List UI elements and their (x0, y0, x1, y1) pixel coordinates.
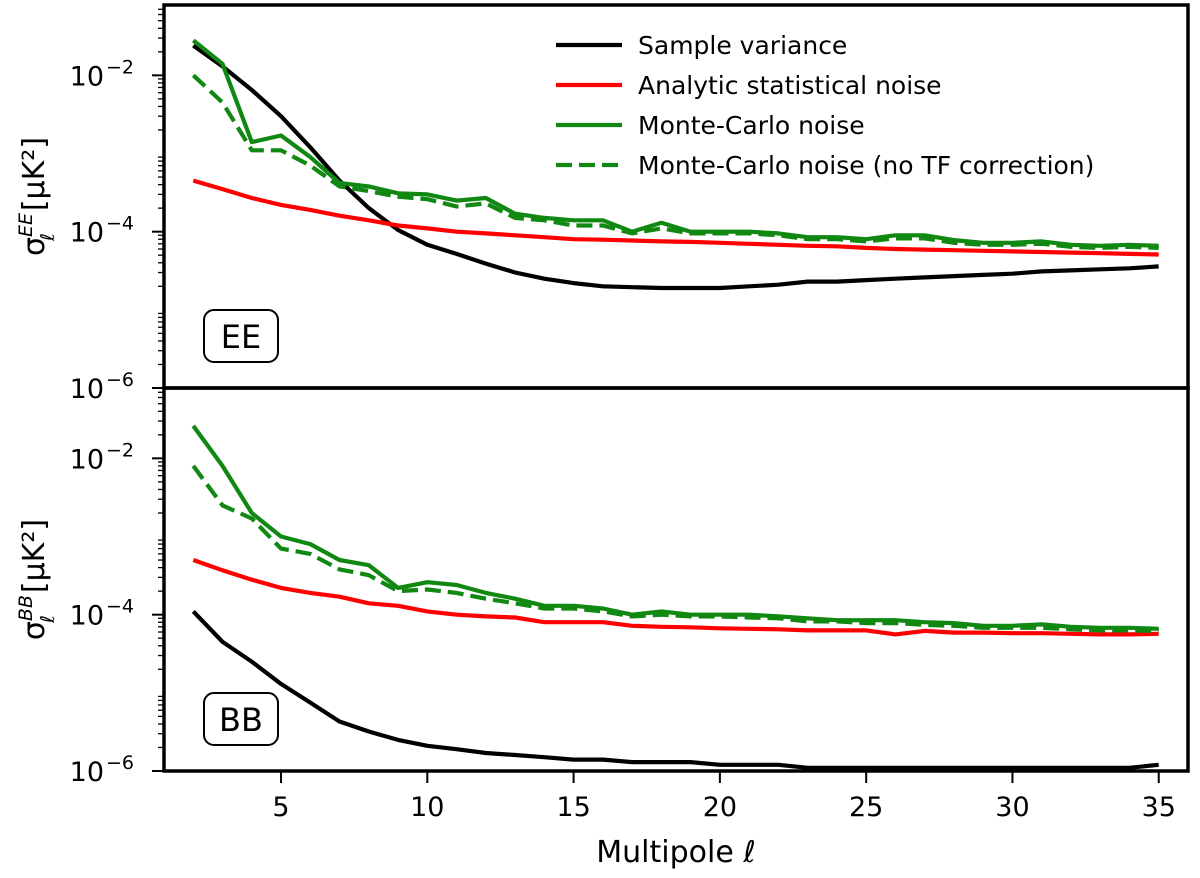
series-group (191, 38, 1159, 291)
panel-tag: BB (203, 692, 279, 746)
legend: Sample variance Analytic statistical nois… (556, 31, 1094, 180)
y-tick-label: 10 (70, 757, 104, 788)
panel-tag-box (203, 692, 279, 746)
y-tick-label: 10 (70, 601, 104, 632)
x-tick-label: 5 (272, 792, 289, 823)
series-line-sv (191, 609, 1159, 770)
panel-tag-box (203, 309, 279, 363)
y-axis-label: σEEℓ[μK²] (15, 137, 59, 256)
y-axis-label: σBBℓ[μK²] (15, 519, 59, 640)
y-tick-label: 10 (70, 218, 104, 249)
panel-tag: EE (203, 309, 279, 363)
x-tick-label: 35 (1142, 792, 1176, 823)
x-tick-label: 30 (995, 792, 1029, 823)
panel-frame (162, 3, 1190, 390)
x-tick-label: 15 (556, 792, 590, 823)
y-tick-exponent: −2 (106, 56, 134, 78)
y-tick-exponent: −6 (106, 752, 134, 774)
series-line-mc (191, 424, 1159, 631)
panel-tag-label: EE (221, 318, 261, 356)
legend-label-mcnotf: Monte-Carlo noise (no TF correction) (638, 151, 1094, 180)
y-tick-exponent: −4 (106, 596, 134, 618)
y-tick-label: 10 (70, 374, 104, 405)
y-tick-exponent: −4 (106, 213, 134, 235)
series-line-sv (192, 43, 1159, 291)
legend-label-mc: Monte-Carlo noise (638, 111, 865, 140)
y-tick-exponent: −6 (106, 369, 134, 391)
series-line-an (192, 558, 1159, 637)
series-line-mcnotf (191, 464, 1159, 633)
x-tick-label: 25 (849, 792, 883, 823)
panel-frame (162, 386, 1190, 773)
y-tick-label: 10 (70, 61, 104, 92)
series-line-an (192, 178, 1159, 257)
legend-label-an: Analytic statistical noise (638, 71, 942, 100)
x-tick-label: 10 (410, 792, 444, 823)
panel-tag-label: BB (219, 701, 263, 739)
legend-label-sv: Sample variance (638, 31, 847, 60)
y-tick-label: 10 (70, 444, 104, 475)
y-tick-exponent: −2 (106, 439, 134, 461)
x-tick-label: 20 (703, 792, 737, 823)
series-group (191, 424, 1159, 770)
series-line-mc (191, 38, 1159, 248)
x-axis-label: Multipole ℓ (596, 835, 755, 870)
